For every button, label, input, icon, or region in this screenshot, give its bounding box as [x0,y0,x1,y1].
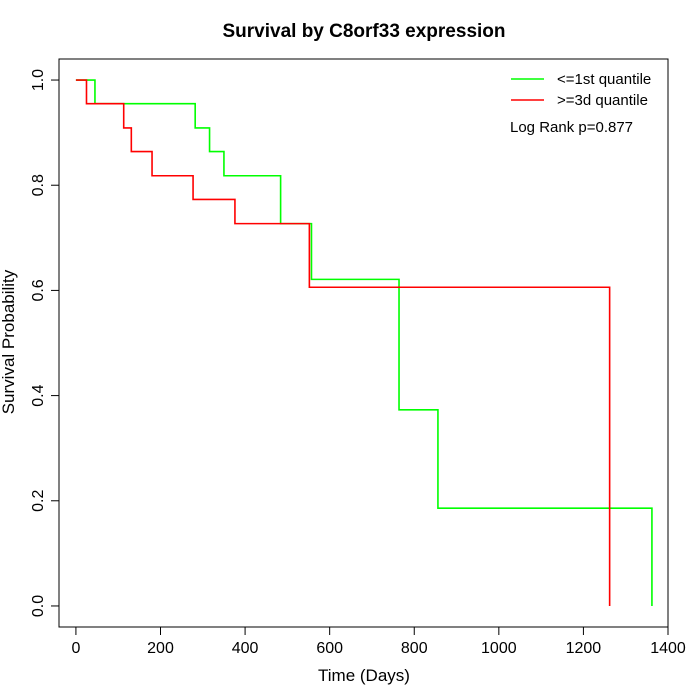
x-tick-label: 400 [232,640,259,657]
series-line-0 [75,79,653,606]
x-tick-label: 1000 [481,640,517,657]
y-tick-label: 0.6 [30,279,47,301]
x-tick-label: 1400 [650,640,686,657]
y-tick-label: 0.0 [30,595,47,617]
x-tick-label: 1200 [566,640,602,657]
y-tick-label: 1.0 [30,69,47,91]
y-axis: 0.0 0.2 0.4 0.6 0.8 1.0 [30,69,60,617]
x-tick-label: 200 [147,640,174,657]
x-axis-label: Time (Days) [318,666,410,685]
legend-label-0: <=1st quantile [557,71,651,88]
plot-area [58,58,669,628]
legend: <=1st quantile >=3d quantile [511,71,651,109]
x-tick-label: 800 [401,640,428,657]
y-tick-label: 0.4 [30,384,47,406]
legend-label-1: >=3d quantile [557,92,648,109]
log-rank-annotation: Log Rank p=0.877 [510,119,633,136]
y-tick-label: 0.8 [30,174,47,196]
series-line-1 [75,79,611,606]
x-tick-label: 600 [316,640,343,657]
x-tick-label: 0 [71,640,80,657]
y-axis-label: Survival Probability [0,269,18,414]
y-tick-label: 0.2 [30,490,47,512]
chart-title: Survival by C8orf33 expression [222,21,505,42]
plot-frame [58,58,669,628]
x-axis: 0 200 400 600 800 1000 1200 1400 [71,626,686,657]
